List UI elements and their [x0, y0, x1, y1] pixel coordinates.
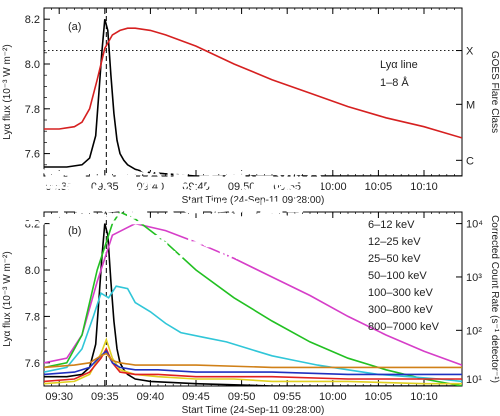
- panel-a-x-axis-title: Start Time (24-Sep-11 09:28:00): [182, 195, 325, 206]
- y-tick-label: 8.2: [25, 219, 40, 231]
- right-tick-label: M: [466, 99, 475, 111]
- legend-entry-1-8-a: 1–8 Å: [380, 76, 409, 89]
- panel-b-legend: 6–12 keV 12–25 keV 25–50 keV 50–100 keV …: [368, 219, 440, 333]
- x-tick-label: 09:50: [228, 181, 256, 193]
- series-line-100-300-kev: [44, 347, 462, 383]
- right-tick-label: 10¹: [466, 374, 482, 386]
- series-line-300-800-kev: [44, 349, 462, 376]
- x-tick-label: 09:30: [45, 391, 73, 403]
- panel-b-label: (b): [68, 225, 81, 237]
- overlay-line-2: 理,大气治理,大气治理概念: [14, 199, 308, 228]
- series-line-1-8: [44, 27, 462, 139]
- x-tick-label: 10:00: [319, 391, 347, 403]
- series-line-ly: [44, 223, 462, 386]
- panel-a-plot-area: 09:30 09:35 09:40 09:45 09:50 09:55 10:00 10:05…: [25, 7, 475, 193]
- y-tick-label: 8.0: [25, 265, 40, 277]
- panel-b-x-axis-title: Start Time (24-Sep-11 09:28:00): [182, 405, 325, 416]
- x-tick-label: 09:35: [91, 181, 119, 193]
- x-tick-label: 09:55: [273, 181, 301, 193]
- overlay-caption: 京津冀大气治理,大气污染治 理,大气治理,大气治理概念 股,大气治理: [14, 167, 324, 263]
- x-tick-label: 09:35: [91, 391, 119, 403]
- panel-b-right-axis-title: Corrected Count Rate (s⁻¹ detector⁻¹): [489, 215, 500, 383]
- panel-a-y-axis-title: Lyα flux (10⁻³ W m⁻²): [2, 44, 13, 139]
- y-tick-label: 7.8: [25, 104, 40, 116]
- y-tick-label: 7.8: [25, 311, 40, 323]
- series-line-6-12-kev: [44, 222, 462, 366]
- panel-b: 09:30 09:35 09:40 09:45 09:50 09:55 10:00 10:05…: [2, 211, 500, 416]
- x-tick-label: 09:40: [137, 181, 165, 193]
- x-tick-label: 09:55: [273, 391, 301, 403]
- legend-entry-6-12-kev: 6–12 keV: [368, 219, 415, 231]
- panel-b-plot-area: 09:30 09:35 09:40 09:45 09:50 09:55 10:00 10:05…: [25, 211, 483, 403]
- right-tick-label: 10²: [466, 325, 482, 337]
- panel-b-y-axis-title: Lyα flux (10⁻³ W m⁻²): [2, 251, 13, 346]
- legend-entry-800-7000-kev: 800–7000 keV: [368, 321, 440, 333]
- overlay-line-1: 京津冀大气治理,大气污染治: [14, 167, 324, 196]
- series-line-800-7000-kev: [44, 352, 462, 369]
- y-tick-label: 7.6: [25, 149, 40, 161]
- legend-entry-12-25-kev: 12–25 keV: [368, 236, 421, 248]
- series-line-ly-line: [44, 18, 462, 176]
- legend-entry-lya-line: Lyα line: [380, 59, 418, 71]
- legend-entry-300-800-kev: 300–800 keV: [368, 304, 433, 316]
- right-tick-label: 10⁴: [466, 219, 483, 231]
- legend-entry-100-300-kev: 100–300 keV: [368, 287, 433, 299]
- panel-a-label: (a): [68, 21, 81, 33]
- x-tick-label: 09:50: [228, 391, 256, 403]
- x-tick-label: 10:10: [410, 391, 438, 403]
- legend-entry-25-50-kev: 25–50 keV: [368, 253, 421, 265]
- y-tick-label: 8.2: [25, 14, 40, 26]
- panel-a-legend: Lyα line 1–8 Å: [380, 59, 418, 89]
- y-tick-label: 8.0: [25, 59, 40, 71]
- x-tick-label: 10:05: [365, 181, 393, 193]
- y-tick-label: 7.6: [25, 358, 40, 370]
- x-tick-label: 09:40: [137, 391, 165, 403]
- series-group: [44, 212, 462, 386]
- x-tick-label: 10:05: [365, 391, 393, 403]
- panel-a: 09:30 09:35 09:40 09:45 09:50 09:55 10:00 10:05…: [2, 7, 500, 206]
- series-line-25-50-kev: [44, 285, 462, 383]
- legend-entry-50-100-kev: 50–100 keV: [368, 270, 427, 282]
- right-tick-label: X: [466, 46, 474, 58]
- series-group: [44, 18, 462, 176]
- series-line-12-25-kev: [44, 212, 462, 386]
- x-tick-label: 10:00: [319, 181, 347, 193]
- x-tick-label: 09:45: [182, 181, 210, 193]
- overlay-line-3: 股,大气治理: [143, 233, 278, 262]
- right-tick-label: 10³: [466, 272, 482, 284]
- x-tick-label: 09:45: [182, 391, 210, 403]
- x-tick-label: 09:30: [45, 181, 73, 193]
- x-tick-label: 10:10: [410, 181, 438, 193]
- right-tick-label: C: [466, 155, 474, 167]
- panel-a-right-axis-title: GOES Flare Class: [489, 51, 500, 133]
